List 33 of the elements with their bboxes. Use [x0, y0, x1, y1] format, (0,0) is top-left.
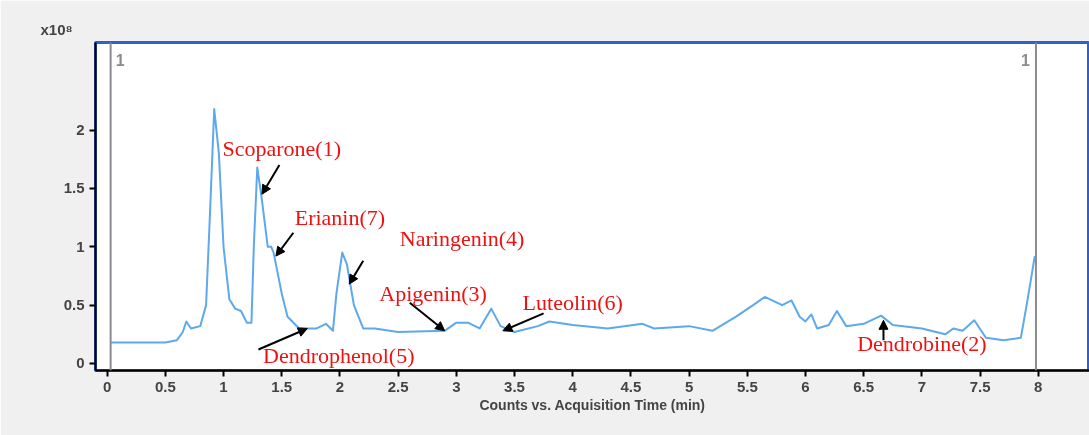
- y-tick-label: 1.5: [63, 179, 85, 197]
- x-tick-label: 5: [684, 377, 694, 395]
- x-tick-label: 0.5: [154, 377, 176, 395]
- y-tick-label: 1: [76, 237, 85, 255]
- x-tick-label: 6: [801, 377, 810, 395]
- annotation: Erianin(7): [294, 205, 386, 231]
- annotation: Naringenin(4): [399, 226, 525, 252]
- x-tick-label: 4: [568, 377, 578, 395]
- annotation: 1: [115, 51, 125, 69]
- x-tick-label: 3.5: [504, 377, 525, 395]
- annotation: Scoparone(1): [222, 136, 341, 162]
- x-tick-label: 1: [219, 377, 228, 395]
- x-tick-label: 2.5: [387, 377, 409, 395]
- y-tick-label: 0: [76, 354, 85, 372]
- y-tick-label: 0.5: [63, 296, 85, 314]
- x-tick-label: 0: [102, 377, 112, 395]
- x-tick-label: 5.5: [736, 377, 758, 395]
- x-tick-label: 7: [917, 377, 927, 395]
- annotation: Luteolin(6): [522, 290, 623, 316]
- annotation: Apigenin(3): [379, 280, 487, 306]
- annotation: Dendrophenol(5): [263, 342, 415, 368]
- x-tick-label: 2: [335, 377, 345, 395]
- x-tick-label: 1.5: [271, 377, 293, 395]
- x-tick-label: 3: [452, 377, 461, 395]
- y-axis-title: x10⁸: [40, 20, 73, 38]
- y-tick-label: 2: [76, 121, 85, 139]
- x-tick-label: 6.5: [853, 377, 875, 395]
- annotation: Dendrobine(2): [857, 331, 987, 357]
- x-axis-title: Counts vs. Acquisition Time (min): [479, 396, 706, 413]
- x-tick-label: 7.5: [969, 377, 991, 395]
- x-tick-label: 8: [1034, 377, 1043, 395]
- x-tick-label: 4.5: [620, 377, 642, 395]
- annotation: 1: [1020, 51, 1030, 69]
